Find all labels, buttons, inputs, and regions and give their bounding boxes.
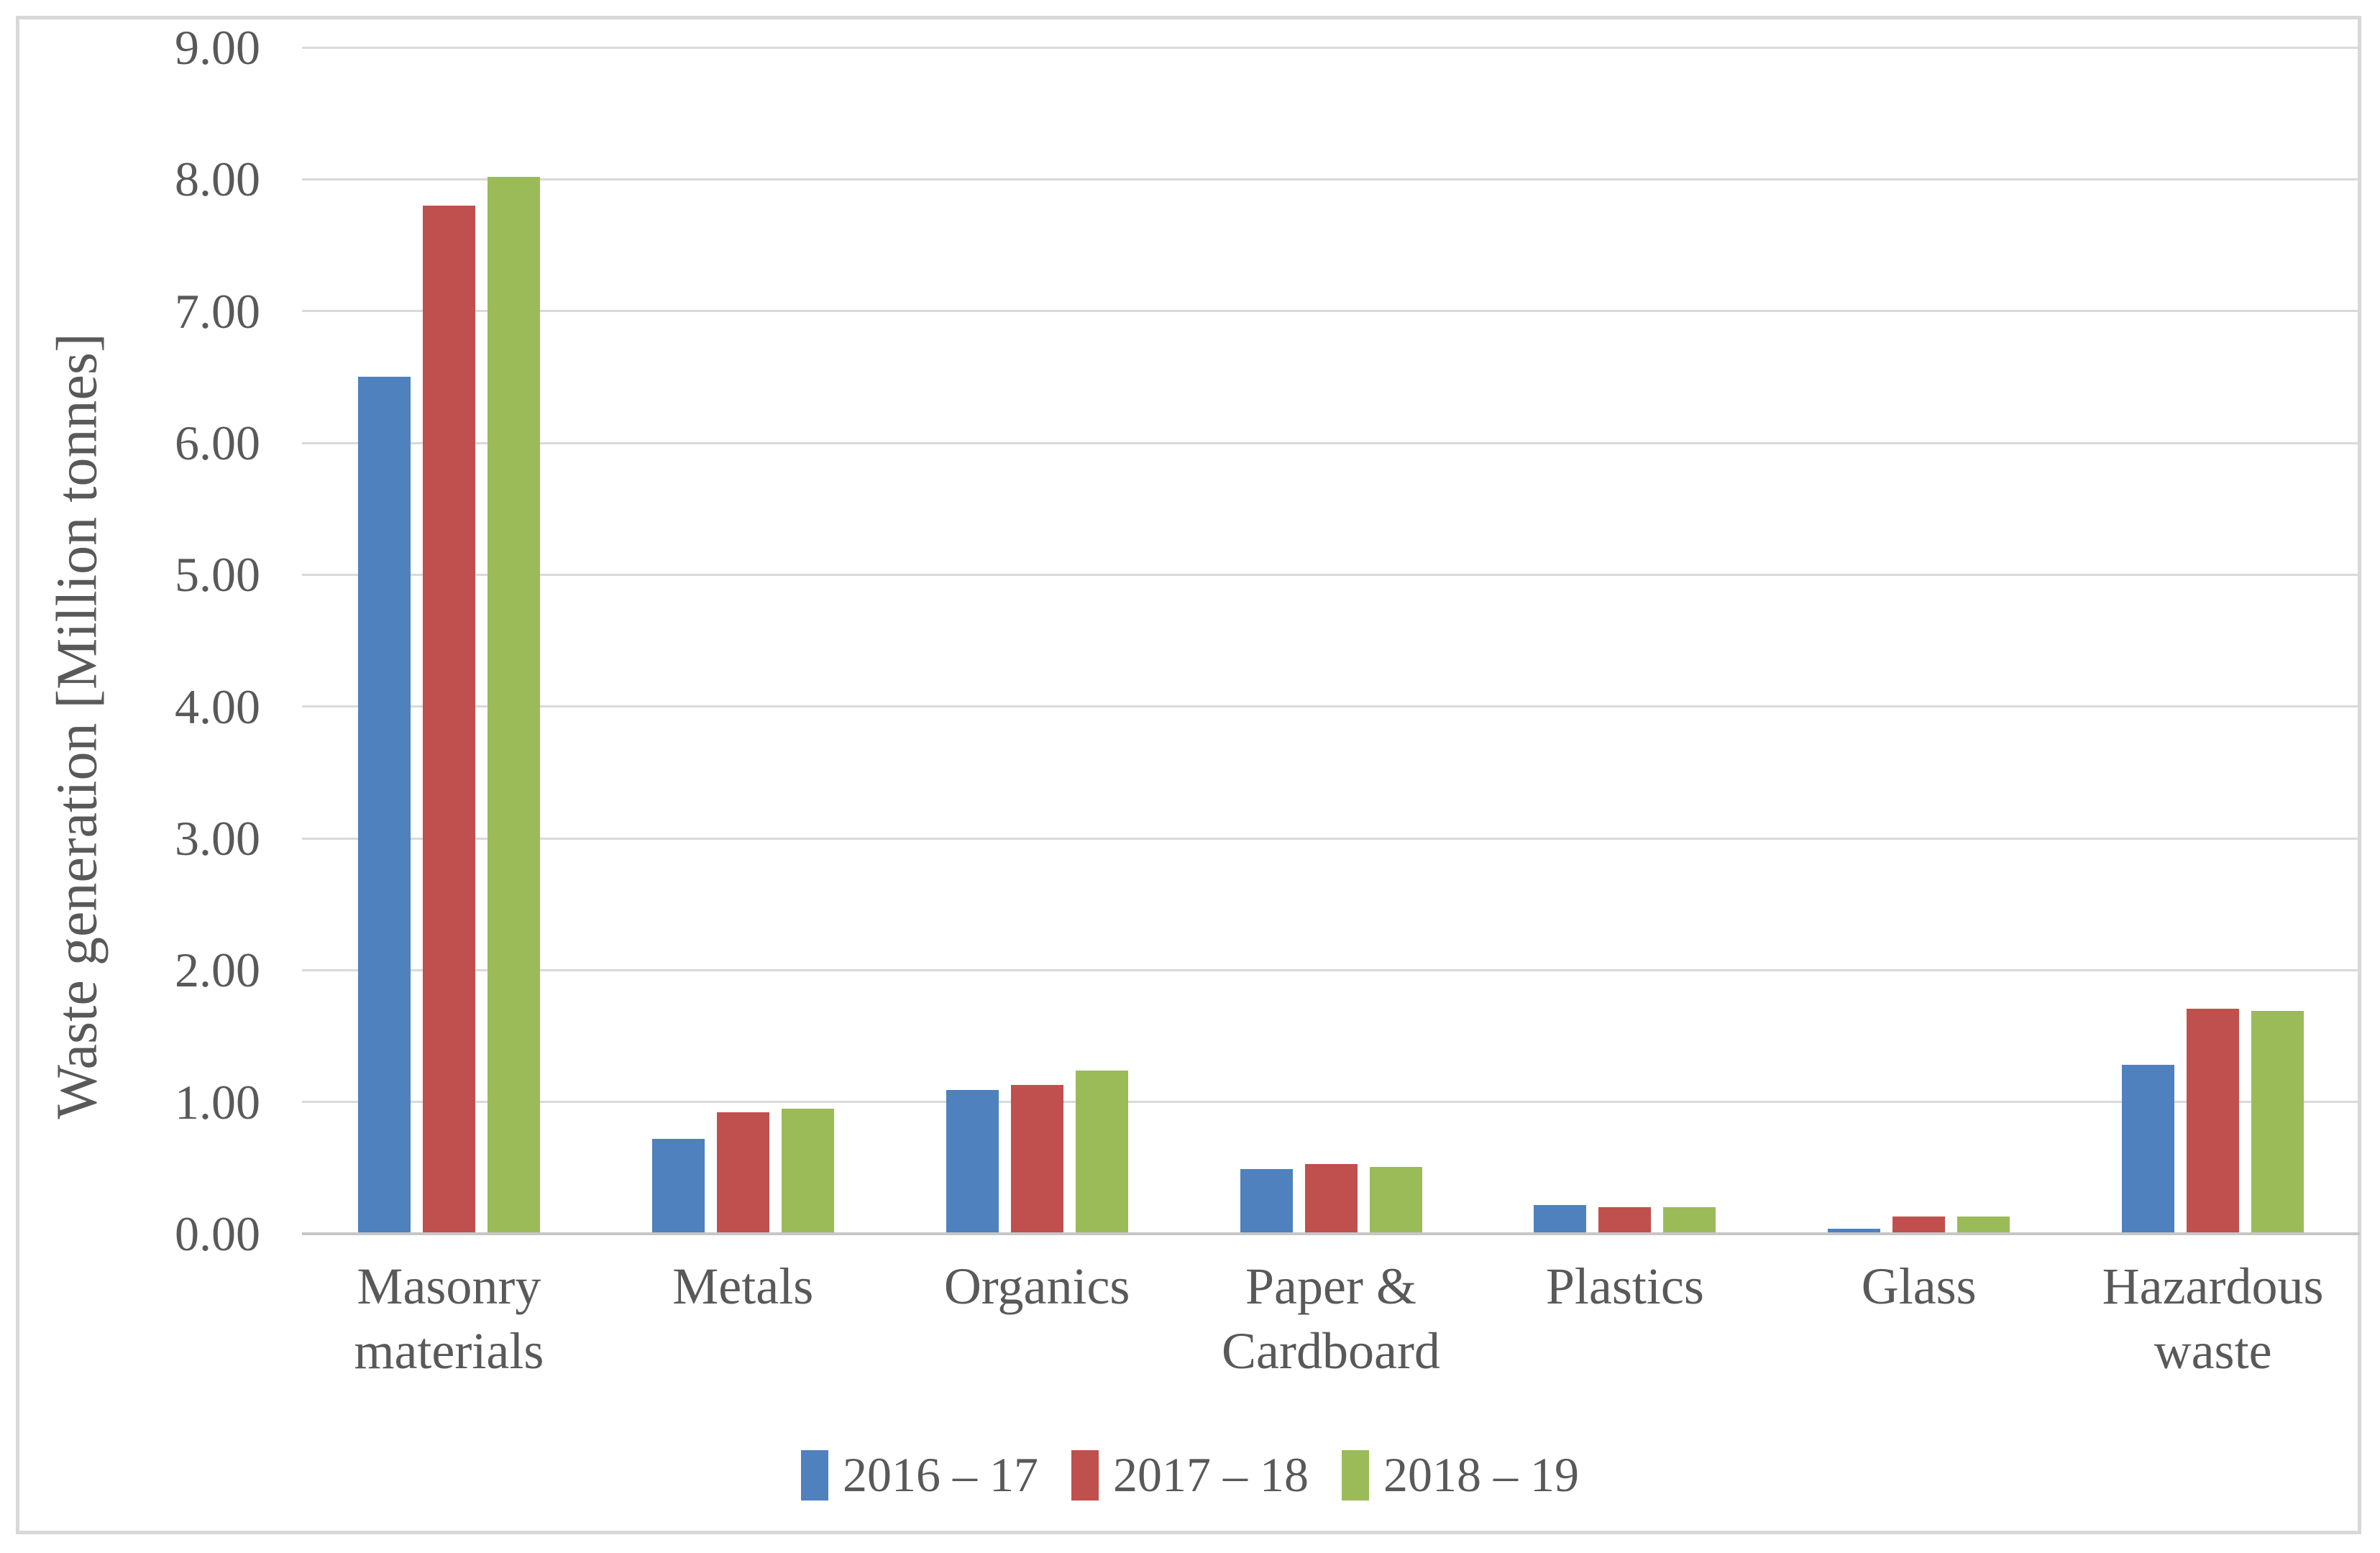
bar xyxy=(1892,1217,1946,1234)
bar xyxy=(1957,1217,2010,1234)
y-tick-label: 8.00 xyxy=(175,152,260,207)
legend-label: 2016 – 17 xyxy=(843,1447,1038,1502)
bar xyxy=(781,1108,834,1234)
y-tick-label: 7.00 xyxy=(175,283,260,339)
legend-item: 2017 – 18 xyxy=(1071,1447,1309,1503)
y-tick-label: 0.00 xyxy=(175,1206,260,1261)
chart-border xyxy=(16,16,2361,1534)
category-label: Metals xyxy=(672,1257,814,1315)
legend-label: 2017 – 18 xyxy=(1113,1447,1309,1502)
gridline xyxy=(302,178,2360,180)
bar-group xyxy=(302,47,596,1234)
bar-group xyxy=(1478,47,1772,1234)
legend-item: 2018 – 19 xyxy=(1342,1447,1579,1503)
category-label: Paper & Cardboard xyxy=(1222,1257,1440,1380)
bar xyxy=(2251,1011,2305,1234)
bar xyxy=(1598,1207,1652,1234)
bar xyxy=(2187,1008,2240,1234)
bar xyxy=(487,176,540,1234)
y-tick-label: 9.00 xyxy=(175,20,260,75)
gridline xyxy=(302,1101,2360,1104)
y-tick-label: 2.00 xyxy=(175,943,260,998)
bar xyxy=(1075,1070,1128,1234)
bar xyxy=(1534,1204,1587,1234)
gridline xyxy=(302,441,2360,444)
bar-group xyxy=(596,47,890,1234)
gridline xyxy=(302,968,2360,971)
bar xyxy=(357,377,411,1234)
bar xyxy=(1828,1228,1881,1234)
category-label: Masonry materials xyxy=(354,1257,544,1380)
gridline xyxy=(302,46,2360,49)
category-label: Hazardous waste xyxy=(2102,1257,2324,1380)
bar-group xyxy=(1772,47,2066,1234)
legend-label: 2018 – 19 xyxy=(1383,1447,1579,1502)
y-tick-label: 1.00 xyxy=(175,1074,260,1130)
bar xyxy=(716,1112,769,1234)
legend-swatch xyxy=(1071,1449,1099,1501)
category-label: Glass xyxy=(1861,1257,1977,1315)
category-label: Plastics xyxy=(1545,1257,1704,1315)
legend-swatch xyxy=(1342,1449,1369,1501)
bar-group xyxy=(1184,47,1478,1234)
gridline xyxy=(302,705,2360,708)
legend-item: 2016 – 17 xyxy=(801,1447,1038,1503)
x-axis-line xyxy=(302,1232,2360,1235)
bar xyxy=(651,1139,705,1234)
bar-group xyxy=(890,47,1184,1234)
bar xyxy=(1240,1169,1293,1234)
bar xyxy=(1010,1084,1063,1234)
y-tick-label: 6.00 xyxy=(175,416,260,470)
y-tick-label: 5.00 xyxy=(175,547,260,603)
bar xyxy=(2122,1065,2175,1234)
bar xyxy=(422,206,475,1234)
bar xyxy=(946,1090,999,1234)
bar xyxy=(1369,1166,1422,1234)
category-label: Organics xyxy=(943,1257,1130,1315)
legend-swatch xyxy=(801,1449,828,1501)
legend: 2016 – 17 2017 – 18 2018 – 19 xyxy=(0,1447,2380,1503)
bar-group xyxy=(2066,47,2360,1234)
plot-area xyxy=(302,46,2360,1235)
y-tick-label: 3.00 xyxy=(175,811,260,866)
gridline xyxy=(302,310,2360,313)
y-tick-label: 4.00 xyxy=(175,679,260,734)
gridline xyxy=(302,573,2360,576)
gridline xyxy=(302,837,2360,840)
bar xyxy=(1304,1163,1358,1234)
bar-groups xyxy=(302,47,2360,1234)
bar xyxy=(1663,1207,1716,1234)
